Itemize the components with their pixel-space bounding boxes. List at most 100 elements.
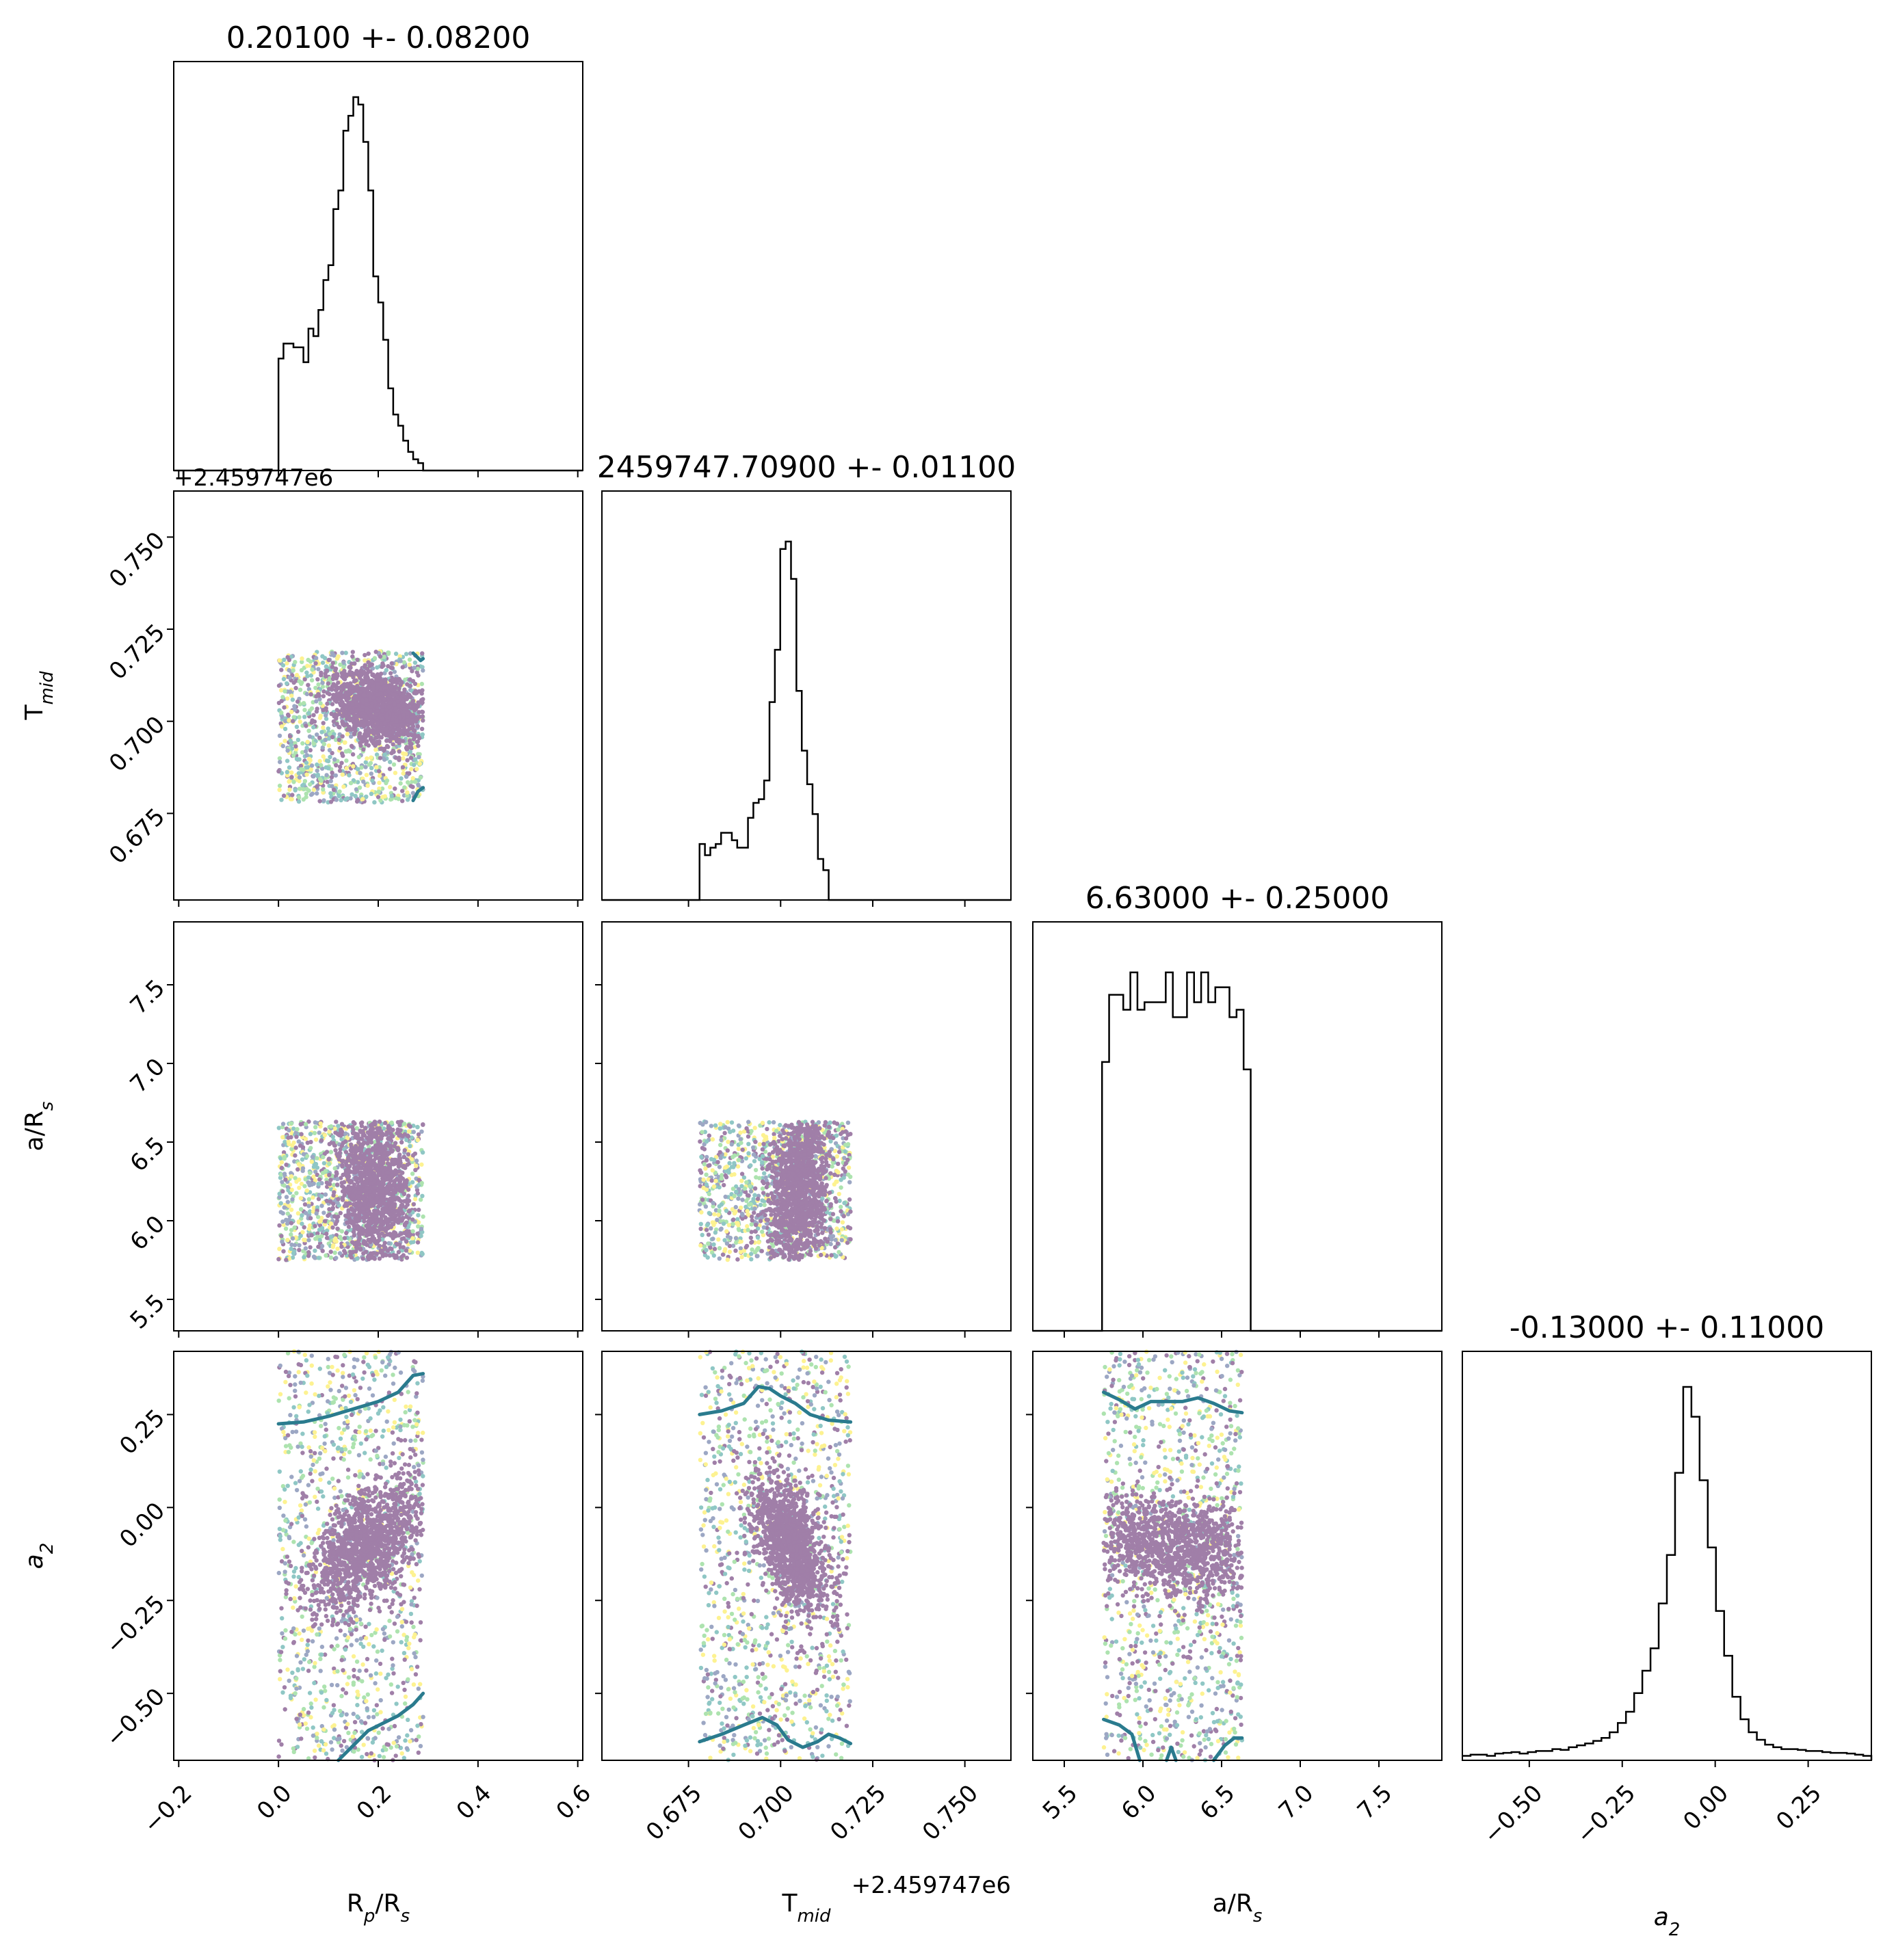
scatter-point [302, 1237, 306, 1243]
scatter-point [285, 769, 289, 775]
scatter-point [315, 784, 319, 789]
scatter-point [337, 768, 343, 773]
scatter-point [355, 780, 360, 784]
scatter-point [354, 678, 358, 683]
scatter-point [277, 733, 282, 739]
scatter-point [317, 715, 323, 720]
scatter-point [319, 1204, 324, 1208]
scatter-point [348, 796, 353, 801]
scatter-point [407, 662, 412, 667]
scatter-point [306, 1175, 311, 1180]
scatter-point [388, 1163, 393, 1168]
scatter-point [399, 1203, 404, 1208]
scatter-point [415, 1231, 420, 1236]
scatter-point [408, 750, 413, 754]
scatter-point [837, 1191, 842, 1197]
scatter-point [316, 1256, 321, 1260]
scatter-point [364, 702, 369, 707]
scatter-point [306, 1238, 311, 1243]
scatter-point [303, 749, 308, 754]
scatter-point [399, 1140, 404, 1145]
scatter-point [380, 1189, 384, 1194]
scatter-point [410, 779, 414, 784]
scatter-point [304, 691, 310, 696]
scatter-point [354, 715, 360, 719]
scatter-point [395, 1195, 400, 1200]
scatter-point [330, 676, 336, 681]
scatter-point [360, 1133, 365, 1138]
scatter-point [302, 1255, 306, 1260]
scatter-point [383, 1215, 388, 1220]
scatter-point [291, 753, 296, 758]
scatter-point [339, 1244, 344, 1249]
scatter-point [319, 766, 325, 771]
scatter-point [384, 778, 390, 783]
scatter-point [305, 739, 310, 745]
scatter-point [356, 797, 360, 803]
scatter-point [290, 698, 295, 702]
scatter-point [402, 1148, 407, 1153]
scatter-point [344, 1171, 349, 1176]
scatter-point [309, 1233, 314, 1238]
scatter-point [344, 1163, 349, 1168]
scatter-point [308, 1145, 313, 1150]
scatter-point [380, 786, 385, 791]
scatter-point [290, 1236, 295, 1241]
scatter-point [340, 650, 345, 655]
scatter-point [320, 1171, 326, 1176]
scatter-point [276, 769, 281, 774]
scatter-point [376, 1230, 380, 1235]
scatter-point [743, 1156, 749, 1161]
scatter-point [282, 1171, 287, 1176]
scatter-point [352, 1121, 357, 1126]
scatter-point [289, 770, 294, 775]
scatter-point [349, 1206, 354, 1211]
scatter-point [397, 1242, 402, 1247]
scatter-point [421, 1214, 425, 1219]
scatter-point [300, 1157, 305, 1162]
scatter-point [380, 1250, 384, 1255]
scatter-point [410, 1217, 415, 1222]
scatter-point [386, 1136, 392, 1141]
scatter-point [300, 783, 305, 788]
scatter-point [407, 657, 412, 662]
scatter-point [291, 715, 296, 719]
scatter-point [399, 1208, 404, 1213]
scatter-point [293, 788, 298, 793]
scatter-point [321, 1210, 326, 1215]
scatter-point [285, 773, 290, 778]
scatter-point [308, 659, 313, 664]
scatter-point [303, 1246, 308, 1251]
scatter-point [416, 743, 421, 748]
scatter-point [389, 797, 394, 802]
scatter-point [400, 799, 405, 804]
scatter-point [300, 750, 305, 755]
scatter-point [316, 667, 321, 672]
scatter-point [358, 689, 363, 695]
scatter-point [390, 1217, 395, 1222]
scatter-point [374, 1210, 379, 1215]
scatter-point [313, 1137, 319, 1142]
scatter-point [358, 771, 363, 776]
scatter-point [355, 683, 360, 689]
scatter-point [377, 1120, 382, 1124]
scatter-point [387, 767, 393, 771]
scatter-point [348, 1180, 354, 1184]
scatter-point [324, 1150, 330, 1154]
scatter-point [698, 1221, 703, 1227]
scatter-point [367, 1195, 372, 1200]
scatter-point [326, 657, 331, 663]
scatter-point [334, 1120, 339, 1124]
scatter-point [289, 1232, 293, 1237]
scatter-point [386, 1151, 392, 1156]
scatter-point [342, 668, 347, 674]
scatter-point [324, 706, 328, 711]
scatter-point [319, 763, 324, 768]
scatter-point [339, 760, 344, 765]
scatter-point [357, 1228, 362, 1233]
scatter-point [279, 698, 284, 704]
scatter-point [379, 746, 384, 751]
scatter-point [393, 736, 398, 741]
scatter-point [354, 787, 359, 792]
scatter-point [380, 708, 385, 713]
